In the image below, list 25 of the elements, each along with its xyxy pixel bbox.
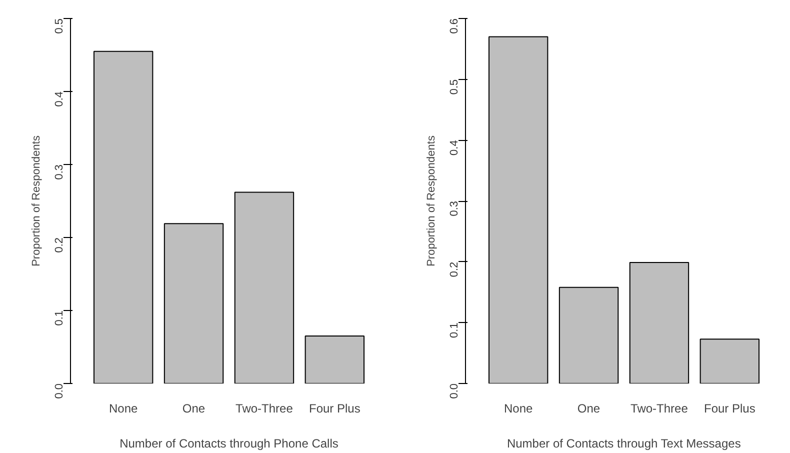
x-tick-label: One: [182, 402, 206, 416]
y-tick-label: 0.1: [54, 310, 66, 326]
x-tick-label: Four Plus: [704, 402, 756, 416]
y-tick-label: 0.1: [448, 322, 460, 338]
x-axis-title: Number of Contacts through Text Messages: [506, 436, 741, 450]
x-tick-label: None: [108, 402, 138, 416]
y-axis-title: Proportion of Respondents: [30, 135, 42, 266]
x-tick-label: Two-Three: [236, 402, 294, 416]
y-tick-label: 0.6: [448, 18, 460, 34]
x-tick-label: Two-Three: [630, 402, 688, 416]
x-tick-label: None: [504, 402, 534, 416]
y-tick-label: 0.4: [448, 140, 460, 156]
y-tick-label: 0.0: [54, 383, 66, 399]
x-axis-title: Number of Contacts through Phone Calls: [120, 436, 338, 450]
y-tick-label: 0.2: [448, 262, 460, 278]
y-tick-label: 0.2: [54, 237, 66, 253]
y-tick-label: 0.4: [54, 91, 66, 107]
y-tick-label: 0.5: [54, 18, 66, 34]
y-tick-label: 0.3: [54, 164, 66, 180]
y-tick-label: 0.5: [448, 79, 460, 95]
x-tick-label: One: [577, 402, 600, 416]
y-tick-label: 0.3: [448, 200, 460, 216]
y-axis-title: Proportion of Respondents: [426, 135, 438, 266]
y-tick-label: 0.0: [448, 383, 460, 399]
x-tick-label: Four Plus: [308, 402, 360, 416]
